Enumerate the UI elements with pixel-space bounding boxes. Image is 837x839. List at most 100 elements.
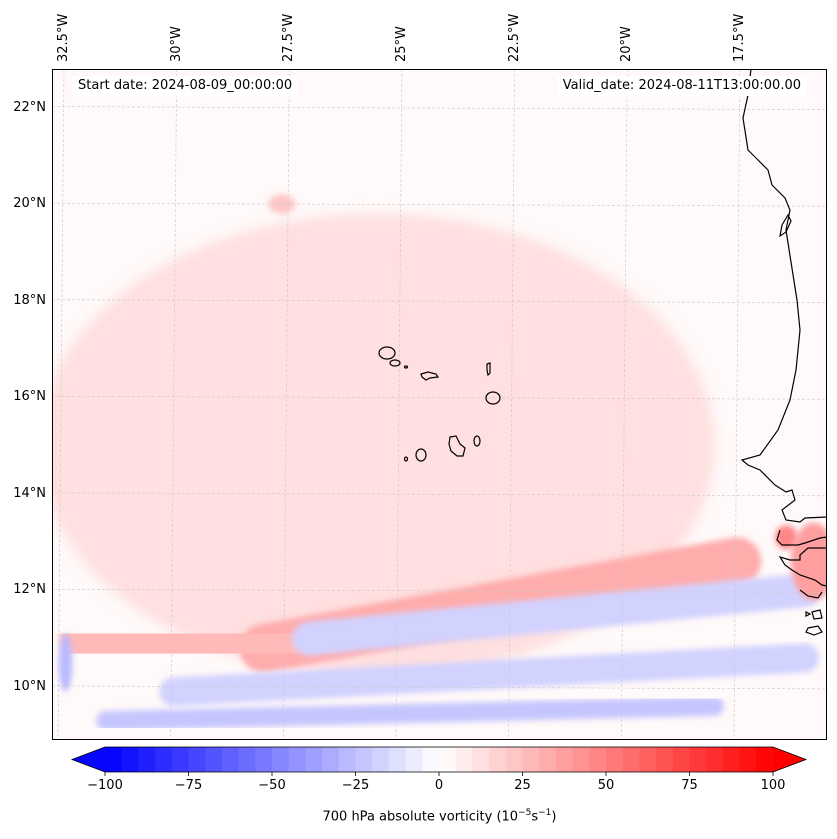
- colorbar-tick-label: −50: [258, 778, 286, 793]
- longitude-tick-label: 17.5°W: [731, 13, 747, 62]
- latitude-tick-label: 20°N: [13, 196, 46, 212]
- colorbar-segment: [489, 747, 507, 772]
- island-boa-vista: [485, 391, 501, 405]
- colorbar-segment: [505, 747, 523, 772]
- colorbar-segment: [305, 747, 323, 772]
- colorbar-segment: [322, 747, 340, 772]
- parallel-line: [52, 589, 827, 593]
- colorbar-segment: [388, 747, 407, 772]
- colorbar-label: 700 hPa absolute vorticity (10−5s−1): [322, 808, 557, 825]
- longitude-tick-label: 22.5°W: [506, 13, 522, 62]
- field-feature: [790, 522, 827, 600]
- colorbar-segment: [622, 747, 640, 772]
- colorbar-segment: [672, 747, 690, 772]
- island-santo-antao: [378, 346, 396, 360]
- colorbar-segment: [272, 747, 290, 772]
- latitude-tick-label: 16°N: [13, 389, 46, 405]
- colorbar-tick-label: 100: [760, 778, 786, 793]
- colorbar-variable: 700 hPa absolute vorticity: [322, 809, 493, 825]
- island-fogo: [415, 448, 427, 462]
- colorbar-segment: [255, 747, 273, 772]
- colorbar-segment: [138, 747, 156, 772]
- latitude-tick-label: 12°N: [13, 582, 46, 598]
- field-feature: [58, 633, 73, 692]
- colorbar-segment: [105, 747, 123, 772]
- longitude-tick-label: 32.5°W: [56, 13, 71, 62]
- colorbar-segment: [221, 747, 240, 772]
- field-band: [159, 643, 819, 707]
- colorbar-segment: [288, 747, 306, 772]
- colorbar-segment: [238, 747, 256, 772]
- map-frame: [52, 69, 827, 740]
- colorbar-segment: [338, 747, 356, 772]
- parallel-line: [52, 202, 827, 207]
- colorbar-segment: [656, 747, 674, 772]
- island-santa-luzia: [403, 365, 409, 369]
- colorbar-segment: [722, 747, 741, 772]
- colorbar-segment: [171, 747, 189, 772]
- colorbar-segment: [589, 747, 607, 772]
- colorbar-segment: [439, 747, 457, 772]
- field-feature: [52, 213, 715, 678]
- colorbar-segment: [355, 747, 373, 772]
- colorbar-segment: [606, 747, 624, 772]
- colorbar-tick-label: 25: [514, 778, 531, 793]
- longitude-tick-label: 25°W: [393, 26, 409, 62]
- colorbar-segment: [155, 747, 173, 772]
- colorbar: [70, 746, 808, 776]
- bissau-islands: [799, 589, 823, 636]
- colorbar-segment: [739, 747, 757, 772]
- colorbar-segment: [422, 747, 440, 772]
- graticule: [52, 69, 827, 740]
- colorbar-tick-label: −25: [341, 778, 370, 793]
- longitude-tick-label: 27.5°W: [281, 13, 297, 62]
- meridian-line: [283, 69, 290, 740]
- colorbar-segment: [689, 747, 707, 772]
- parallel-line: [52, 685, 827, 690]
- latitude-tick-label: 22°N: [13, 99, 46, 115]
- colorbar-segment: [121, 747, 139, 772]
- colorbar-extend-max: [773, 747, 806, 772]
- coastlines: [378, 69, 827, 636]
- colorbar-segment: [188, 747, 206, 772]
- colorbar-tick-label: 75: [681, 778, 698, 793]
- vorticity-field: [52, 194, 827, 731]
- banc-arguin: [779, 213, 792, 238]
- colorbar-segment: [472, 747, 490, 772]
- parallel-line: [52, 299, 827, 304]
- meridian-line: [395, 69, 403, 740]
- colorbar-segment: [372, 747, 390, 772]
- valid-date-label: Valid_date: 2024-08-11T13:00:00.00: [556, 76, 807, 96]
- latitude-tick-label: 18°N: [13, 292, 46, 308]
- colorbar-tick-label: 50: [597, 778, 615, 793]
- meridian-line: [620, 69, 628, 740]
- longitude-tick-label: 20°W: [619, 26, 635, 62]
- latitude-tick-label: 14°N: [13, 485, 46, 501]
- island-brava: [403, 456, 409, 462]
- colorbar-segment: [522, 747, 540, 772]
- field-band: [291, 573, 822, 656]
- meridian-line: [733, 69, 741, 740]
- colorbar-tick-label: −75: [174, 778, 203, 793]
- island-santiago: [448, 435, 466, 457]
- island-sao-nicolau: [420, 371, 440, 381]
- meridian-line: [170, 69, 177, 740]
- african-coastline: [740, 69, 827, 523]
- colorbar-tick-label: 0: [434, 778, 444, 793]
- guinea-coast-2: [776, 529, 827, 546]
- start-date-label: Start date: 2024-08-09_00:00:00: [72, 76, 299, 96]
- latitude-tick-label: 10°N: [13, 678, 46, 694]
- parallel-line: [52, 106, 827, 110]
- colorbar-tick-label: −100: [87, 778, 123, 793]
- guinea-coast: [778, 547, 827, 587]
- field-feature: [268, 194, 296, 214]
- island-sao-vicente: [389, 359, 401, 367]
- colorbar-segment: [555, 747, 574, 772]
- colorbar-segment: [639, 747, 657, 772]
- meridian-line: [57, 69, 65, 740]
- island-sal: [486, 362, 491, 377]
- colorbar-extend-min: [72, 747, 105, 772]
- colorbar-segment: [405, 747, 423, 772]
